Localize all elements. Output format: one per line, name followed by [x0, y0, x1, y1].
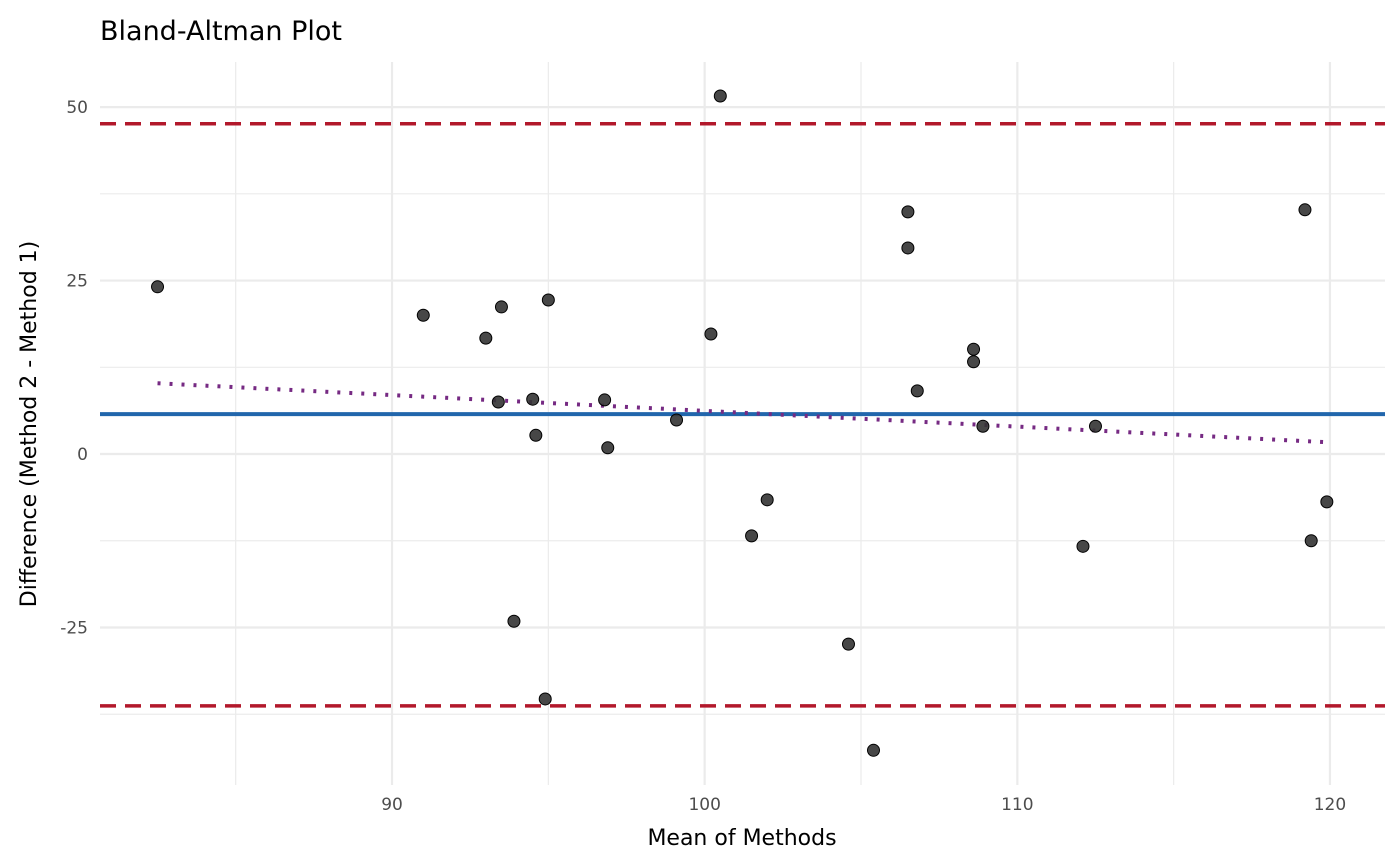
- data-point: [416, 308, 430, 322]
- data-point: [529, 428, 543, 442]
- data-point: [1076, 539, 1090, 553]
- x-tick-label: 100: [688, 795, 720, 815]
- data-point: [491, 395, 505, 409]
- data-point: [760, 493, 774, 507]
- x-tick-label: 120: [1314, 795, 1346, 815]
- x-axis-title: Mean of Methods: [647, 826, 836, 851]
- data-point: [670, 413, 684, 427]
- y-tick-label: -25: [60, 618, 88, 638]
- data-point: [507, 614, 521, 628]
- data-point: [526, 392, 540, 406]
- data-point: [841, 637, 855, 651]
- data-point: [867, 743, 881, 757]
- data-point: [538, 692, 552, 706]
- data-point: [1088, 419, 1102, 433]
- data-point: [494, 300, 508, 314]
- data-point: [704, 327, 718, 341]
- data-point: [1298, 203, 1312, 217]
- data-point: [1320, 495, 1334, 509]
- data-point: [976, 419, 990, 433]
- data-point: [713, 89, 727, 103]
- y-tick-label: 50: [66, 98, 88, 118]
- data-point: [745, 529, 759, 543]
- x-tick-label: 110: [1001, 795, 1033, 815]
- data-point: [479, 331, 493, 345]
- data-point: [541, 293, 555, 307]
- x-tick-label: 90: [381, 795, 403, 815]
- y-axis-title: Difference (Method 2 - Method 1): [17, 241, 42, 608]
- data-point: [901, 241, 915, 255]
- y-tick-label: 25: [66, 272, 88, 292]
- data-point: [967, 355, 981, 369]
- data-point: [901, 205, 915, 219]
- data-point: [1304, 534, 1318, 548]
- data-point: [151, 280, 165, 294]
- grid: [100, 62, 1385, 785]
- chart-title: Bland-Altman Plot: [100, 16, 342, 47]
- data-point: [598, 393, 612, 407]
- tick-labels: 90 100 110 120 -25 0 25 50: [60, 98, 1346, 815]
- data-point: [910, 384, 924, 398]
- data-point: [601, 441, 615, 455]
- data-point: [967, 342, 981, 356]
- data-points: [151, 89, 1334, 757]
- y-tick-label: 0: [77, 445, 88, 465]
- reference-lines: [100, 122, 1385, 708]
